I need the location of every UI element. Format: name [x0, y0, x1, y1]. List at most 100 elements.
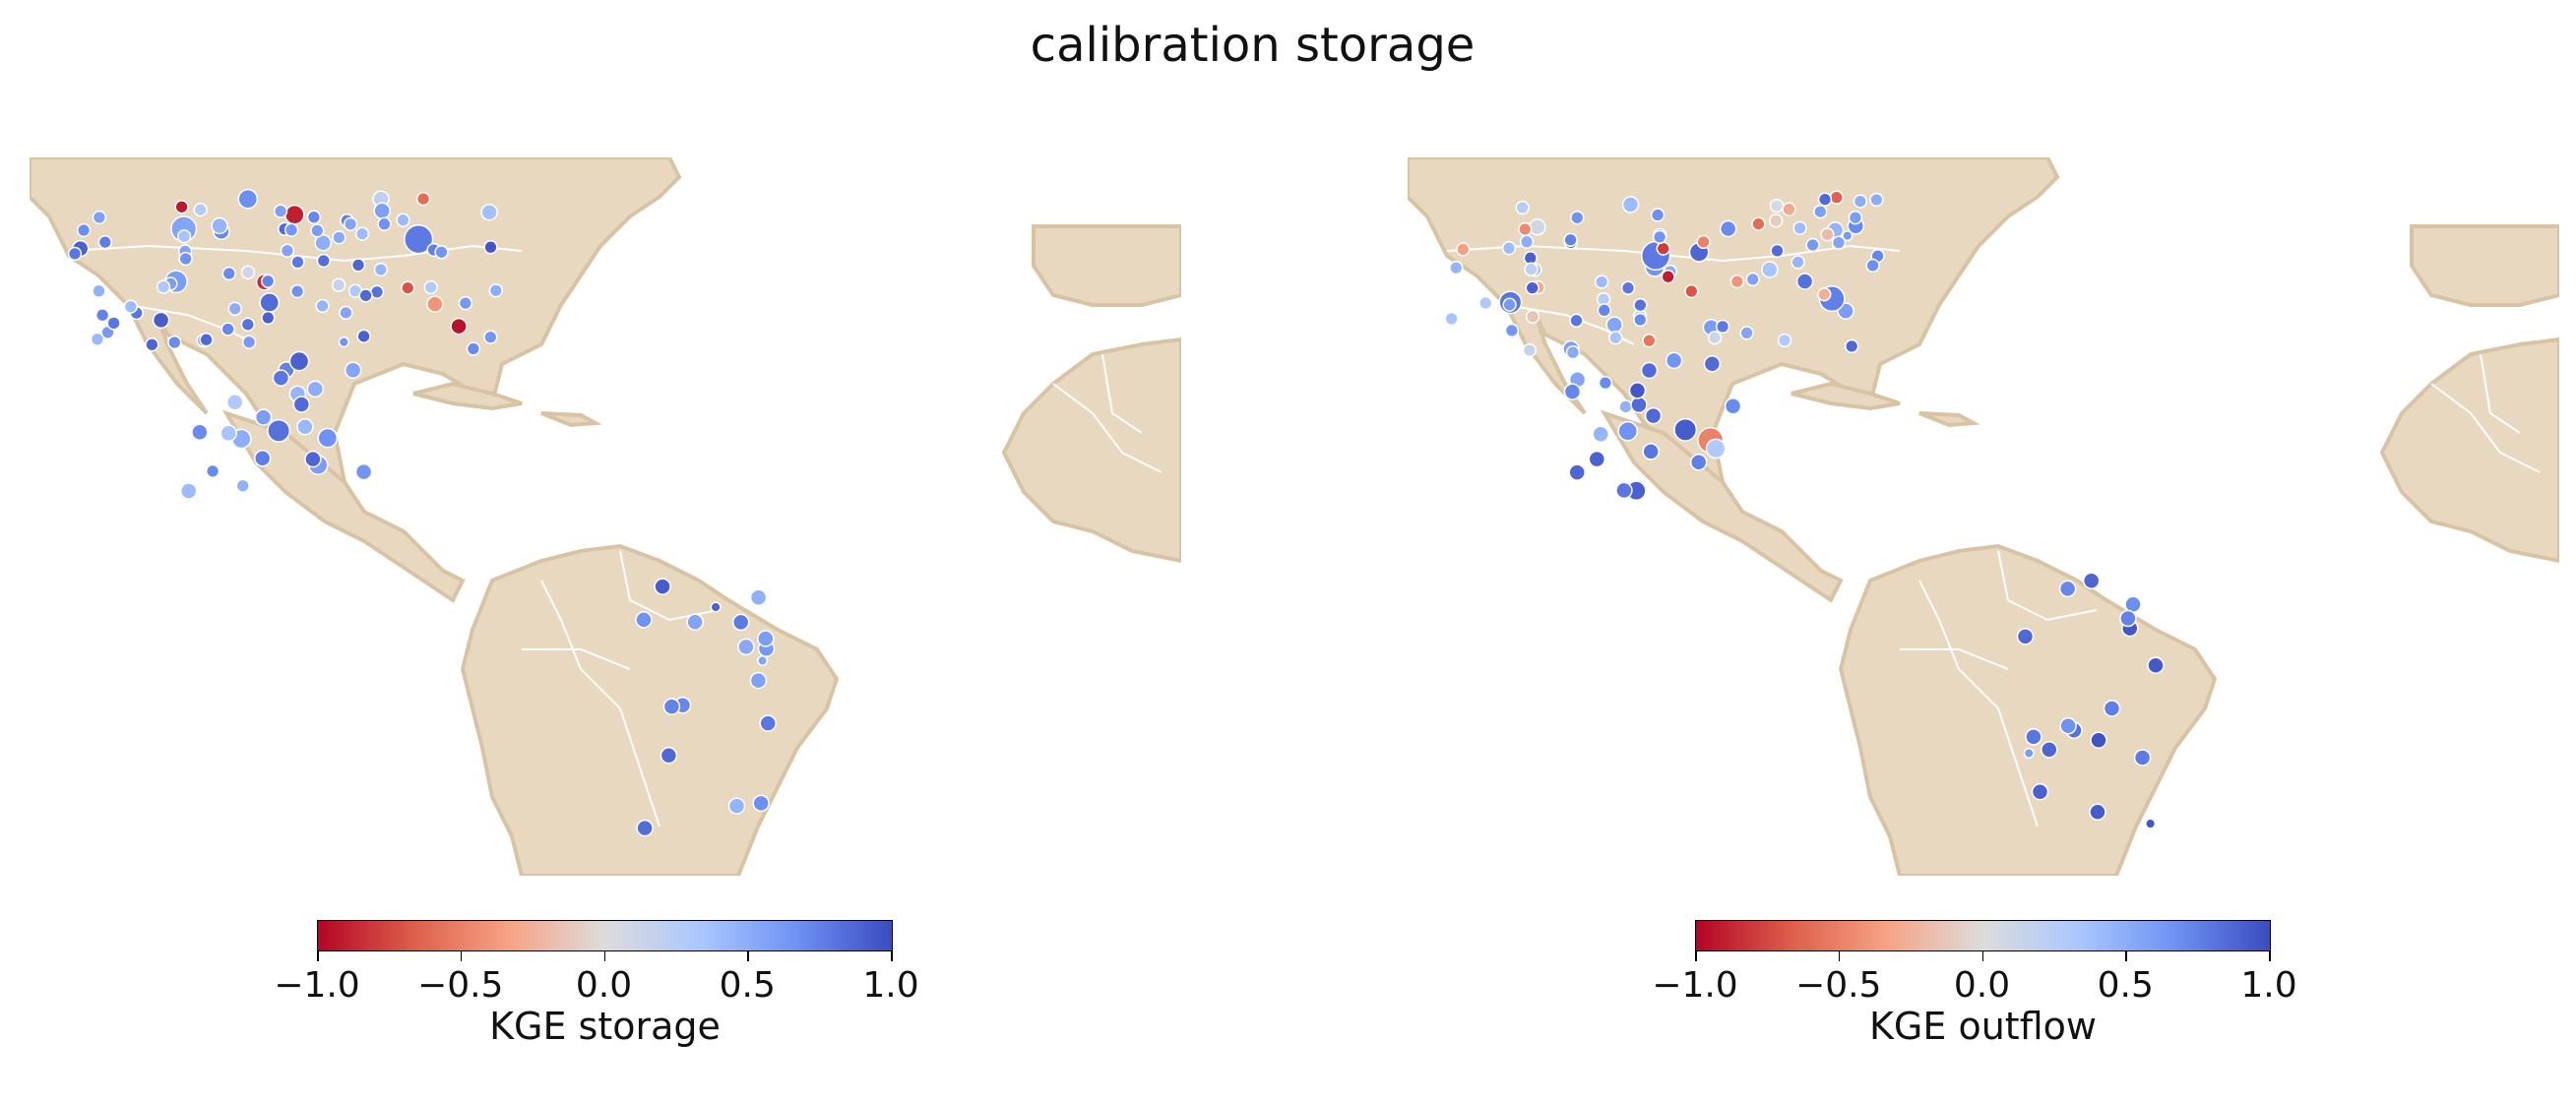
station-marker [1820, 227, 1835, 242]
station-marker [331, 277, 346, 292]
country-border-5 [1052, 383, 1162, 473]
station-marker [458, 295, 473, 311]
station-marker [1525, 280, 1539, 295]
station-marker [92, 210, 107, 225]
station-marker [356, 329, 371, 343]
land-2 [1791, 381, 1901, 411]
map-left [30, 157, 1181, 876]
station-marker [235, 478, 250, 493]
station-marker [314, 234, 332, 252]
station-marker [1522, 342, 1538, 358]
station-marker [1588, 450, 1606, 468]
station-marker [1777, 333, 1792, 348]
station-marker [1563, 383, 1582, 400]
station-marker [296, 418, 314, 436]
station-marker [1715, 319, 1730, 335]
station-marker [1598, 375, 1613, 391]
station-marker [757, 654, 769, 667]
station-marker [401, 280, 415, 295]
station-marker [377, 216, 392, 231]
land-4 [1838, 543, 2218, 876]
station-marker [237, 188, 259, 210]
colorbar-tick-label: 1.0 [2240, 965, 2297, 1006]
country-border-5 [2430, 383, 2541, 473]
station-marker [423, 279, 438, 295]
station-marker [1515, 200, 1530, 215]
station-marker [1696, 234, 1711, 250]
country-border-2 [540, 580, 660, 827]
station-marker [1689, 454, 1708, 471]
station-marker [288, 350, 310, 372]
figure-title: calibration storage [1030, 18, 1476, 73]
station-marker [1628, 382, 1647, 399]
station-marker [1673, 417, 1698, 442]
station-marker [737, 638, 755, 656]
station-marker [2041, 741, 2058, 759]
station-marker [2025, 728, 2042, 746]
station-marker [1751, 216, 1766, 231]
station-marker [2090, 731, 2107, 749]
station-marker [466, 341, 481, 356]
station-marker [1605, 316, 1623, 334]
colorbar-label: KGE outflow [1869, 1005, 2097, 1048]
station-marker [662, 698, 681, 715]
station-marker [1805, 237, 1820, 253]
colorbar-right: −1.0 −0.5 0.0 0.5 1.0 KGE outflow [1652, 920, 2297, 1048]
colorbar-tick-mark [891, 951, 893, 961]
station-marker [2089, 803, 2106, 822]
station-marker [338, 337, 349, 348]
station-marker [343, 216, 358, 231]
station-marker [1848, 211, 1863, 225]
station-marker [1684, 283, 1699, 299]
station-marker [1853, 194, 1868, 209]
station-marker [1592, 425, 1609, 444]
station-marker [480, 203, 498, 221]
station-marker [1618, 399, 1633, 414]
station-marker [1597, 303, 1611, 318]
colorbar-gradient [1695, 920, 2271, 951]
station-marker [426, 295, 444, 313]
map-panel-left [30, 157, 1181, 876]
land-1 [1600, 409, 1844, 603]
station-marker [1817, 192, 1833, 207]
station-marker [434, 245, 449, 260]
station-marker [241, 335, 257, 349]
station-marker [1656, 241, 1670, 256]
station-marker [290, 255, 305, 270]
station-marker [654, 578, 671, 595]
country-border-6 [2480, 353, 2521, 434]
station-marker [350, 258, 366, 273]
colorbar-tick-label: 0.5 [2097, 965, 2154, 1006]
station-marker [1845, 338, 1859, 354]
country-border-0 [68, 244, 523, 263]
station-marker [1842, 230, 1853, 242]
station-marker [354, 462, 373, 481]
colorbar-ticks: −1.0 −0.5 0.0 0.5 1.0 [1652, 951, 2297, 1006]
station-marker [1652, 229, 1667, 245]
country-border-2 [1918, 580, 2039, 827]
station-marker [660, 746, 678, 765]
station-marker [450, 317, 468, 336]
station-marker [1642, 443, 1660, 460]
map-right [1408, 157, 2559, 876]
station-marker [1525, 309, 1540, 325]
station-marker [280, 243, 295, 258]
station-marker [156, 279, 171, 294]
station-marker [1456, 242, 1471, 257]
station-marker [259, 292, 281, 313]
station-marker [1865, 258, 1880, 274]
colorbar-label: KGE storage [489, 1005, 721, 1048]
colorbar-tick-mark [460, 951, 463, 961]
station-marker [1761, 261, 1779, 278]
station-marker [1620, 280, 1636, 295]
station-marker [1568, 463, 1586, 481]
station-marker [1642, 334, 1657, 348]
station-marker [227, 301, 242, 316]
colorbar-tick-mark [2269, 951, 2271, 961]
station-marker [1563, 232, 1578, 247]
station-marker [225, 393, 244, 411]
colorbar-tick-mark [2125, 951, 2127, 961]
station-marker [92, 283, 106, 298]
station-marker [757, 630, 775, 647]
station-marker [1782, 202, 1796, 216]
